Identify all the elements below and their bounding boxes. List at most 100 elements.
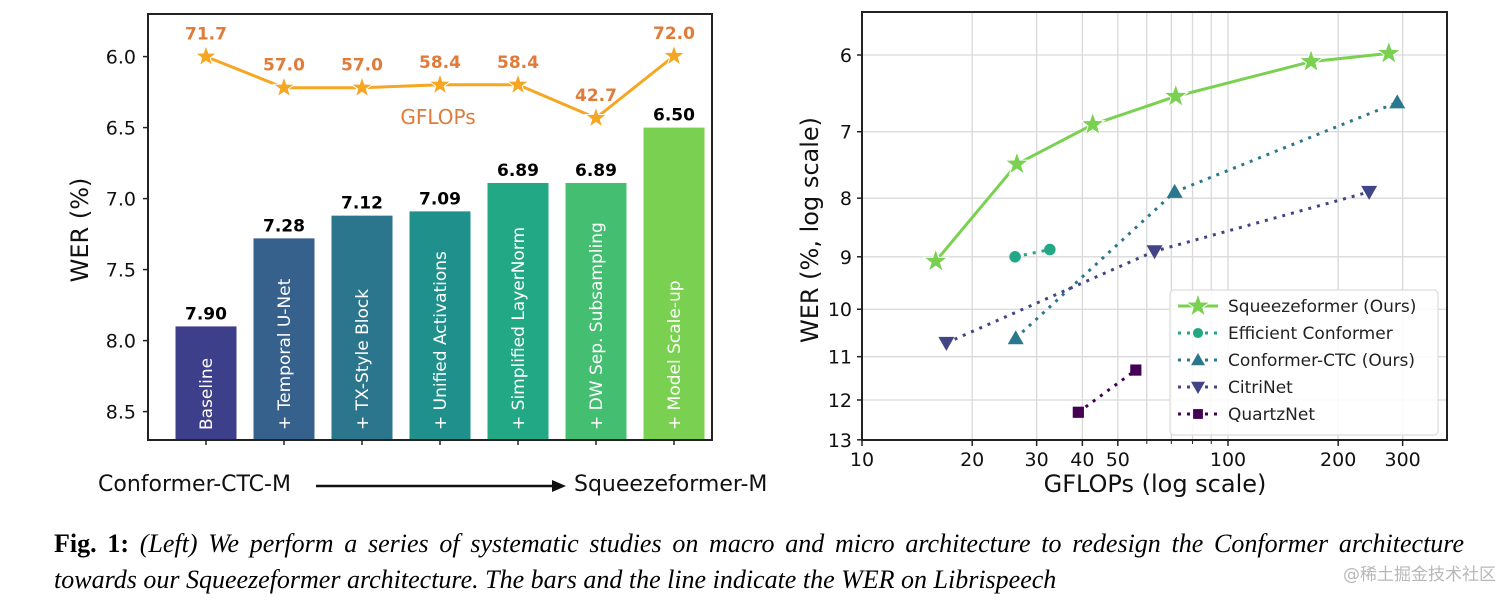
bar <box>565 182 627 441</box>
gflops-line-label: GFLOPs <box>400 105 475 129</box>
right-scatter-line-chart: 10 20 30 40 50 100 200 300 6 7 8 9 10 11 12 13 WER (%, … <box>796 11 1448 498</box>
series-point <box>1146 245 1163 260</box>
figure-label: Fig. 1: <box>54 529 129 558</box>
legend-marker <box>1192 327 1204 339</box>
series-point <box>1389 94 1406 109</box>
gflops-value-label: 57.0 <box>263 56 305 76</box>
bar <box>487 182 549 441</box>
gflops-value-label: 42.7 <box>575 86 617 106</box>
right-axes-frame <box>861 11 1448 441</box>
left-bar-chart: 7.90 Baseline 7.28 + Temporal U-Net 7.12 + TX… <box>66 13 713 492</box>
bar-value-label: 7.12 <box>341 194 383 214</box>
y-tick-label: 11 <box>828 347 852 369</box>
bar <box>331 215 393 440</box>
series-point <box>938 336 955 351</box>
x-tick-label: 50 <box>1106 449 1130 471</box>
y-tick-label: 10 <box>828 299 852 321</box>
gflops-point <box>583 105 609 129</box>
bar <box>253 238 315 440</box>
bar-category-label: + Temporal U-Net <box>275 278 295 430</box>
series-point <box>1079 110 1107 136</box>
y-tick-label: 6.0 <box>106 47 136 69</box>
gflops-value-label: 58.4 <box>497 53 539 73</box>
bar-category-label: + TX-Style Block <box>353 289 373 430</box>
bar-value-label: 6.50 <box>653 106 695 126</box>
legend-entry-label: QuartzNet <box>1228 405 1315 425</box>
bar <box>409 211 471 440</box>
y-tick-label: 8.5 <box>106 402 136 424</box>
series-point <box>1130 364 1142 376</box>
legend-marker <box>1191 353 1205 366</box>
gflops-value-label: 72.0 <box>653 24 695 44</box>
y-tick-label: 7.5 <box>106 260 136 282</box>
series-point <box>922 247 950 273</box>
legend: Squeezeformer (Ours) Efficient Conformer C… <box>1169 289 1439 436</box>
legend-entry-label: Squeezeformer (Ours) <box>1228 297 1416 317</box>
legend-entry-label: CitriNet <box>1228 378 1293 398</box>
start-model-label: Conformer-CTC-M <box>98 472 291 497</box>
x-tick-label: 200 <box>1320 449 1356 471</box>
gflops-point <box>427 71 453 96</box>
x-tick-label: 10 <box>850 449 874 471</box>
series-point <box>1003 150 1031 176</box>
end-model-label: Squeezeformer-M <box>574 472 768 497</box>
left-y-axis-label: WER (%) <box>66 178 94 283</box>
legend-marker <box>1184 291 1212 318</box>
series-point <box>1044 243 1056 256</box>
left-axes-frame <box>147 13 713 441</box>
bar-value-label: 7.09 <box>419 189 461 209</box>
gflops-value-label: 58.4 <box>419 53 461 73</box>
legend-box <box>1169 289 1439 436</box>
series-point <box>1007 330 1024 345</box>
gflops-value-label: 71.7 <box>185 25 227 45</box>
bar-value-label: 6.89 <box>497 161 539 181</box>
caption-text: (Left) We perform a series of systematic… <box>54 529 1464 594</box>
series-point <box>1009 251 1021 263</box>
right-x-axis-label: GFLOPs (log scale) <box>1044 470 1267 498</box>
y-tick-label: 7.0 <box>106 189 136 211</box>
series-line <box>1077 368 1137 414</box>
legend-entry-label: Conformer-CTC (Ours) <box>1228 351 1415 371</box>
bar-category-label: + Model Scale-up <box>665 280 685 430</box>
x-tick-label: 30 <box>1025 449 1049 471</box>
progression-arrow-head <box>552 480 566 492</box>
bar-category-label: Baseline <box>197 358 217 430</box>
series-point <box>1072 406 1084 418</box>
gflops-value-label: 57.0 <box>341 56 383 76</box>
bar-value-label: 7.28 <box>263 216 305 236</box>
series-point <box>1361 185 1378 200</box>
y-tick-label: 7 <box>840 122 852 144</box>
bar-category-label: + DW Sep. Subsampling <box>587 222 607 430</box>
series-point <box>1162 82 1190 108</box>
y-tick-label: 8 <box>840 188 852 210</box>
y-tick-label: 9 <box>840 247 852 269</box>
x-tick-label: 20 <box>960 449 984 471</box>
gflops-point <box>271 74 297 99</box>
figure-caption: Fig. 1: (Left) We perform a series of sy… <box>54 526 1464 598</box>
bar <box>643 127 705 440</box>
series-line <box>934 51 1389 263</box>
bar-category-label: + Unified Activations <box>431 251 451 430</box>
y-tick-label: 6.5 <box>106 118 136 140</box>
gflops-point <box>349 74 375 99</box>
bar-category-label: + Simplified LayerNorm <box>509 227 529 430</box>
gflops-point <box>661 43 687 67</box>
x-tick-label: 100 <box>1210 449 1246 471</box>
y-tick-label: 8.0 <box>106 331 136 353</box>
gflops-point <box>505 71 531 96</box>
series-point <box>1297 47 1325 73</box>
bar-value-label: 7.90 <box>185 304 227 324</box>
right-y-axis-label: WER (%, log scale) <box>796 117 824 343</box>
watermark: @稀土掘金技术社区 <box>1343 565 1496 585</box>
series-point <box>1375 39 1403 65</box>
bar-value-label: 6.89 <box>575 161 617 181</box>
bar <box>175 326 237 440</box>
y-tick-label: 12 <box>828 390 852 412</box>
series-point <box>1166 183 1183 198</box>
y-tick-label: 6 <box>840 45 852 67</box>
series-line <box>1014 248 1051 259</box>
gflops-point <box>193 43 219 67</box>
legend-entry-label: Efficient Conformer <box>1228 324 1393 344</box>
y-tick-label: 13 <box>828 430 852 452</box>
